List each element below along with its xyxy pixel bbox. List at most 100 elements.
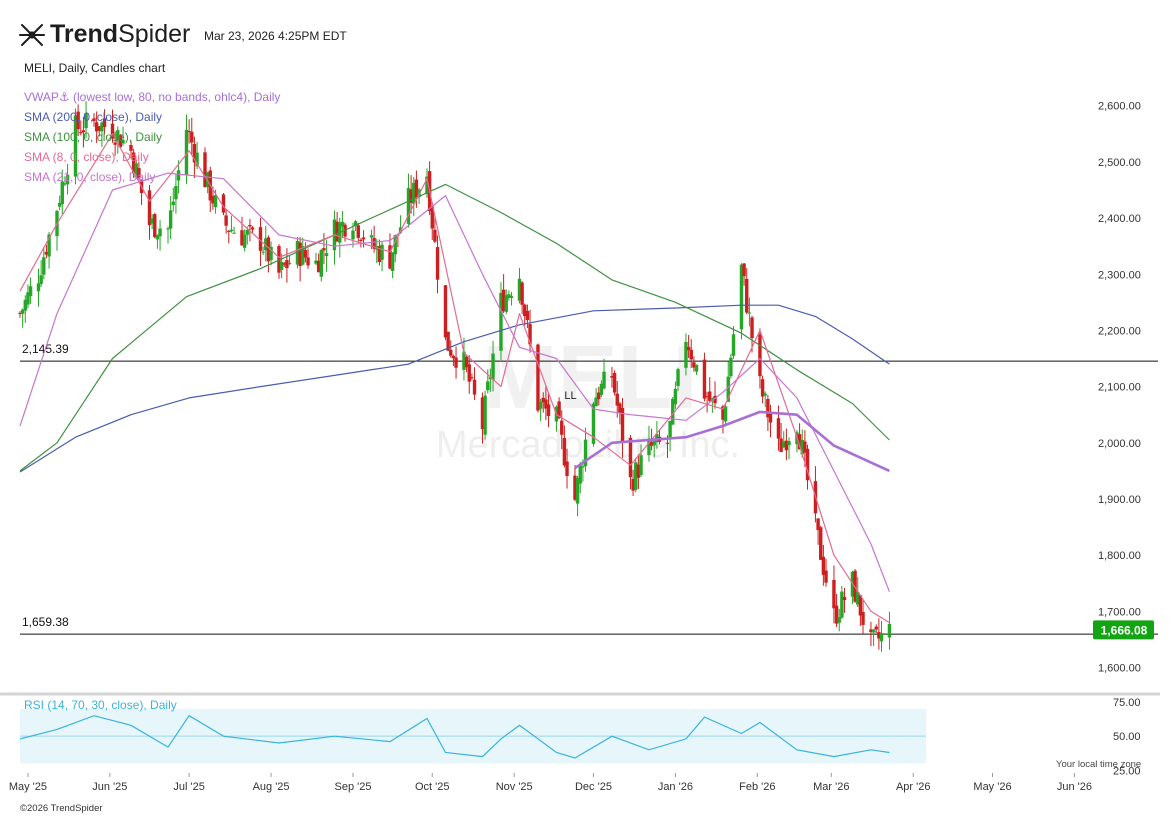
candle-body <box>581 466 585 468</box>
candle-body <box>232 232 236 234</box>
legend-sma-100[interactable]: SMA (100, 0, close), Daily <box>24 130 163 144</box>
y-tick-label: 2,400.00 <box>1098 213 1141 225</box>
candle-body <box>837 617 841 623</box>
candles <box>18 101 892 652</box>
candle-body <box>187 131 191 133</box>
candle-body <box>92 118 96 122</box>
candle-body <box>631 478 635 491</box>
candle-body <box>147 190 152 226</box>
candle-body <box>319 250 323 277</box>
candle-body <box>42 257 46 275</box>
candle-body <box>446 331 450 351</box>
candle-body <box>544 399 548 409</box>
candle-body <box>269 246 273 261</box>
candle-body <box>100 122 104 132</box>
candle-body <box>694 364 699 372</box>
candle-body <box>335 221 339 242</box>
candle-body <box>174 186 178 200</box>
candle-body <box>634 462 638 490</box>
candle-body <box>454 357 458 368</box>
candle-body <box>729 357 733 377</box>
candle-body <box>171 201 175 206</box>
candle-body <box>784 440 789 451</box>
candle-body <box>279 261 284 270</box>
candle-body <box>102 118 107 128</box>
candle-body <box>195 152 199 167</box>
candle-body <box>824 570 828 583</box>
candle-body <box>79 132 83 134</box>
series-line-sma <box>19 304 890 473</box>
candle-body <box>425 176 429 195</box>
candle-body <box>832 579 836 609</box>
candle-body <box>406 188 411 224</box>
candle-body <box>258 227 263 251</box>
candle-body <box>538 402 543 409</box>
candle-body <box>412 182 416 204</box>
candle-body <box>486 381 490 391</box>
y-tick-label: 2,300.00 <box>1098 269 1141 281</box>
candle-body <box>525 310 530 321</box>
candle-body <box>618 403 622 413</box>
candle-body <box>879 633 884 642</box>
legend-sma-200[interactable]: SMA (200, 0, close), Daily <box>24 110 163 124</box>
candle-body <box>821 556 826 575</box>
candle-body <box>708 391 712 401</box>
spider-icon <box>19 23 45 46</box>
candle-body <box>314 260 318 264</box>
x-tick-label: Apr '26 <box>896 781 931 793</box>
candle-body <box>575 477 580 504</box>
candle-body <box>750 317 754 339</box>
candle-body <box>192 144 197 163</box>
candle-body <box>168 210 173 229</box>
x-tick-label: Dec '25 <box>575 781 612 793</box>
candle-body <box>166 228 170 230</box>
candle-body <box>134 163 138 178</box>
candle-body <box>713 395 717 404</box>
candle-body <box>298 242 302 267</box>
candle-body <box>176 170 181 181</box>
candle-body <box>705 396 709 398</box>
candle-body <box>583 439 588 467</box>
candle-body <box>842 597 847 600</box>
legend-sma-21[interactable]: SMA (21, 0, close), Daily <box>24 170 156 184</box>
candle-body <box>782 441 786 448</box>
candle-body <box>409 189 413 203</box>
x-tick-label: Jan '26 <box>658 781 693 793</box>
candle-body <box>261 251 265 253</box>
x-tick-label: Jun '25 <box>92 781 127 793</box>
candle-body <box>676 369 680 386</box>
candle-body <box>155 234 160 240</box>
copyright: ©2026 TrendSpider <box>20 803 103 814</box>
candle-body <box>472 379 477 395</box>
candle-body <box>501 289 506 312</box>
legend-vwap[interactable]: VWAP⚓ (lowest low, 80, no bands, ohlc4),… <box>24 90 281 104</box>
candle-body <box>797 434 802 450</box>
candle-body <box>491 353 495 380</box>
candle-body <box>507 294 511 298</box>
legend-sma-8[interactable]: SMA (8, 0, close), Daily <box>24 150 149 164</box>
candle-body <box>435 247 440 280</box>
candle-body <box>462 351 466 370</box>
rsi-tick-label: 75.00 <box>1113 697 1141 709</box>
candle-body <box>731 334 736 356</box>
candle-body <box>816 518 820 531</box>
candle-body <box>264 238 268 251</box>
series-line-vwap <box>574 410 890 473</box>
candle-body <box>131 152 136 174</box>
candle-body <box>560 420 564 435</box>
candle-body <box>137 168 141 179</box>
candle-body <box>361 237 366 240</box>
candle-body <box>306 257 310 266</box>
candle-body <box>776 418 781 439</box>
candle-body <box>73 115 78 177</box>
indicator-legend: VWAP⚓ (lowest low, 80, no bands, ohlc4),… <box>24 87 280 187</box>
candle-body <box>602 371 606 389</box>
candle-body <box>647 438 651 456</box>
candle-body <box>726 376 730 402</box>
candle-body <box>483 395 487 435</box>
x-tick-label: Nov '25 <box>496 781 533 793</box>
candle-body <box>63 183 67 185</box>
candle-body <box>248 224 252 227</box>
candle-body <box>689 349 693 360</box>
